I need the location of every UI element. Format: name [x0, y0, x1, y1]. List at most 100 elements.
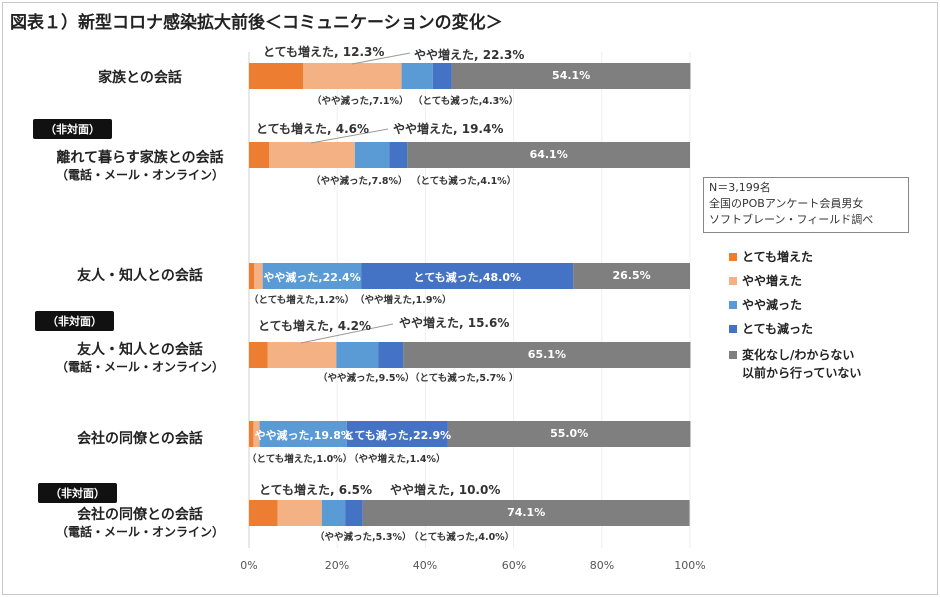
bar-segment: [254, 263, 263, 289]
note-line: ソフトブレーン・フィールド調べ: [709, 213, 874, 226]
legend-item: やや増えた: [729, 272, 802, 289]
leader-line: [351, 52, 411, 65]
category-label: 友人・知人との会話: [77, 268, 203, 284]
category-label: 家族との会話: [98, 70, 182, 86]
legend-swatch: [729, 351, 737, 359]
bar-segment: [389, 142, 408, 168]
bar-value-label: 64.1%: [529, 148, 568, 161]
x-tick-label: 40%: [412, 559, 438, 572]
bar-segment: [378, 342, 404, 368]
chart-title: 図表１）新型コロナ感染拡大前後＜コミュニケーションの変化＞: [10, 13, 503, 33]
leader-line: [310, 128, 389, 144]
non-face-tag: （非対面）: [38, 483, 117, 503]
bar-segment: [249, 63, 304, 89]
legend-label: とても増えた: [742, 250, 814, 264]
legend-label: やや増えた: [742, 274, 803, 288]
legend-item: とても増えた: [729, 248, 813, 265]
x-tick-label: 80%: [589, 559, 615, 572]
bar-segment: [447, 421, 691, 447]
x-tick-label: 0%: [240, 559, 258, 572]
bar-segment: [321, 500, 346, 526]
bar-segment: [346, 421, 448, 447]
data-label: （とても増えた,1.0%）: [247, 454, 353, 465]
legend-label: 変化なし/わからない: [742, 348, 855, 362]
bar-segment: [403, 342, 691, 368]
bar-value-label: とても減った,22.9%: [343, 429, 452, 442]
bar-value-label: やや減った,22.4%: [263, 271, 361, 284]
legend-item: やや減った: [729, 296, 802, 313]
bar-segment: [432, 63, 452, 89]
data-label: （とても減った,5.7% ）: [410, 373, 519, 384]
bar-segment: [573, 263, 690, 289]
bar-segment: [249, 342, 268, 368]
category-label: 離れて暮らす家族との会話: [56, 150, 224, 166]
legend-swatch: [729, 301, 737, 309]
data-label: （やや増えた,1.9%）: [355, 295, 452, 306]
data-label: （やや減った,7.1%）: [312, 96, 409, 107]
bar-segment: [249, 142, 270, 168]
category-label: 会社の同僚との会話: [77, 507, 203, 523]
legend-swatch: [729, 253, 737, 261]
bar-segment: [249, 421, 254, 447]
data-label: とても増えた, 12.3%: [263, 45, 385, 59]
legend-item: とても減った: [729, 320, 813, 337]
bar-segment: [249, 500, 278, 526]
bar-segment: [303, 63, 402, 89]
legend-swatch: [729, 325, 737, 333]
category-label: 会社の同僚との会話: [77, 431, 203, 447]
category-sublabel: （電話・メール・オンライン）: [55, 525, 224, 539]
bar-segment: [345, 500, 363, 526]
data-label: （やや増えた,1.4%）: [349, 454, 446, 465]
data-label: （とても減った,4.3%）: [413, 96, 519, 107]
x-tick-label: 100%: [674, 559, 706, 572]
non-face-tag: （非対面）: [35, 311, 114, 331]
bar-segment: [249, 263, 255, 289]
note-line: 全国のPOBアンケート会員男女: [709, 197, 864, 210]
bar-value-label: 55.0%: [550, 427, 589, 440]
bar-segment: [262, 263, 362, 289]
bar-segment: [354, 142, 390, 168]
bar-segment: [407, 142, 690, 168]
category-sublabel: （電話・メール・オンライン）: [55, 360, 224, 374]
bar-value-label: やや減った,19.8%: [254, 429, 352, 442]
data-label: （やや減った,5.3%）: [315, 532, 412, 543]
data-label: （やや減った,7.8%）: [311, 176, 408, 187]
x-tick-label: 20%: [324, 559, 350, 572]
data-label: とても増えた, 4.2%: [258, 319, 372, 333]
bar-value-label: とても減った,48.0%: [413, 271, 522, 284]
legend-item-continued: 以前から行っていない: [742, 366, 862, 380]
data-label: やや増えた, 22.3%: [414, 48, 525, 62]
legend-swatch: [729, 277, 737, 285]
bar-value-label: 74.1%: [507, 506, 546, 519]
bar-segment: [267, 342, 337, 368]
leader-line: [300, 323, 394, 344]
data-label: やや増えた, 10.0%: [390, 483, 501, 497]
data-label: （とても減った,4.0%）: [409, 532, 515, 543]
data-label: やや増えた, 19.4%: [393, 122, 504, 136]
data-label: （とても減った,4.1%）: [411, 176, 517, 187]
data-label: とても増えた, 6.5%: [259, 483, 373, 497]
data-label: とても増えた, 4.6%: [256, 122, 370, 136]
bar-segment: [269, 142, 355, 168]
bar-value-label: 65.1%: [527, 348, 566, 361]
x-tick-label: 60%: [501, 559, 527, 572]
data-label: （やや減った,9.5%）: [318, 373, 415, 384]
data-label: やや増えた, 15.6%: [399, 316, 510, 330]
note-line: N＝3,199名: [709, 181, 771, 194]
category-sublabel: （電話・メール・オンライン）: [55, 168, 224, 182]
bar-segment: [401, 63, 433, 89]
bar-segment: [361, 263, 574, 289]
legend-label: やや減った: [742, 298, 803, 312]
bar-segment: [277, 500, 322, 526]
legend-label: とても減った: [742, 322, 814, 336]
data-label: （とても増えた,1.2%）: [249, 295, 355, 306]
bar-segment: [362, 500, 690, 526]
category-label: 友人・知人との会話: [77, 342, 203, 358]
bar-segment: [451, 63, 691, 89]
legend-item: 変化なし/わからない: [729, 346, 854, 363]
survey-note: N＝3,199名 全国のPOBアンケート会員男女 ソフトブレーン・フィールド調べ: [703, 177, 909, 233]
bar-value-label: 54.1%: [552, 69, 591, 82]
